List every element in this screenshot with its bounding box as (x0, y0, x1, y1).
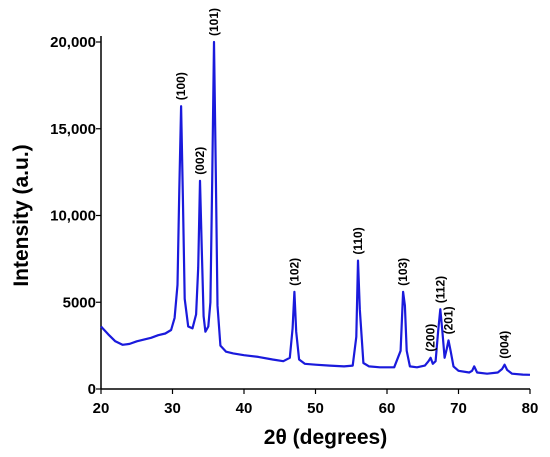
y-axis-title: Intensity (a.u.) (10, 144, 33, 286)
peak-label: (201) (441, 306, 455, 334)
x-axis-title: 2θ (degrees) (264, 426, 387, 449)
x-tick-label: 80 (522, 400, 539, 417)
y-tick-label: 20,000 (50, 34, 96, 51)
ticks: 20 30 40 50 60 70 80 0 5000 10,000 15,000 20,000 (50, 34, 538, 417)
y-tick-label: 5000 (63, 294, 96, 311)
peak-label: (200) (424, 324, 438, 352)
peak-label: (004) (498, 331, 512, 359)
axes (100, 36, 530, 390)
x-tick-label: 60 (379, 400, 396, 417)
series-group (100, 40, 531, 376)
peak-label: (102) (287, 258, 301, 286)
x-tick-label: 20 (93, 400, 110, 417)
x-tick-label: 40 (236, 400, 253, 417)
y-tick-label: 15,000 (50, 121, 96, 138)
peak-label: (002) (193, 147, 207, 175)
x-tick-label: 70 (450, 400, 467, 417)
peak-label: (103) (396, 258, 410, 286)
peak-label: (112) (433, 276, 447, 303)
y-tick-label: 10,000 (50, 208, 96, 225)
peak-labels: (100) (002) (101) (102) (110) (103) (200) (112)… (174, 8, 512, 359)
peak-label: (100) (174, 72, 188, 100)
series-line-0 (100, 40, 531, 376)
y-tick-label: 0 (88, 381, 96, 398)
peak-label: (101) (207, 8, 221, 36)
x-tick-label: 30 (164, 400, 181, 417)
x-tick-label: 50 (307, 400, 324, 417)
peak-label: (110) (351, 227, 365, 254)
